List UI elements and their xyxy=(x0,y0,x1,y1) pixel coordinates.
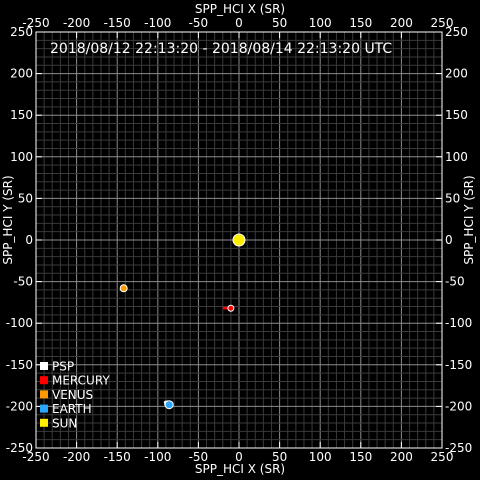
y-tick-label-left: -150 xyxy=(6,358,33,372)
x-tick-label-bottom: 250 xyxy=(431,450,454,464)
earth-marker xyxy=(165,401,173,409)
y-tick-label-right: -200 xyxy=(445,399,472,413)
y-tick-label-left: -100 xyxy=(6,316,33,330)
y-tick-label-left: 50 xyxy=(18,191,33,205)
x-tick-label-top: -100 xyxy=(144,16,171,30)
x-axis-label-top: SPP_HCI X (SR) xyxy=(195,2,285,16)
x-tick-label-bottom: 200 xyxy=(390,450,413,464)
y-tick-label-right: -50 xyxy=(445,275,465,289)
venus-marker xyxy=(120,285,127,292)
y-tick-label-left: 100 xyxy=(10,150,33,164)
x-tick-label-top: 50 xyxy=(272,16,287,30)
legend-swatch-sun xyxy=(40,419,48,427)
legend-label-psp: PSP xyxy=(52,360,74,374)
y-tick-label-left: 0 xyxy=(25,233,33,247)
y-tick-label-right: 200 xyxy=(445,67,468,81)
x-tick-label-bottom: 100 xyxy=(309,450,332,464)
x-tick-label-top: -150 xyxy=(104,16,131,30)
chart-title: 2018/08/12 22:13:20 - 2018/08/14 22:13:2… xyxy=(50,41,392,57)
x-tick-label-top: 150 xyxy=(349,16,372,30)
legend-swatch-earth xyxy=(40,405,48,413)
legend-label-mercury: MERCURY xyxy=(52,374,110,388)
mercury-marker xyxy=(228,305,234,311)
x-tick-label-bottom: 150 xyxy=(349,450,372,464)
y-tick-label-left: -250 xyxy=(6,441,33,455)
legend-swatch-psp xyxy=(40,362,48,370)
y-tick-label-left: 250 xyxy=(10,25,33,39)
y-tick-label-right: 150 xyxy=(445,108,468,122)
y-tick-label-left: -50 xyxy=(13,275,33,289)
y-tick-label-right: -150 xyxy=(445,358,472,372)
x-tick-label-bottom: -200 xyxy=(63,450,90,464)
x-tick-label-top: 0 xyxy=(235,16,243,30)
y-tick-label-right: -100 xyxy=(445,316,472,330)
legend-label-sun: SUN xyxy=(52,416,77,430)
legend-swatch-mercury xyxy=(40,376,48,384)
x-tick-label-top: 100 xyxy=(309,16,332,30)
x-tick-label-top: -200 xyxy=(63,16,90,30)
y-tick-label-right: 250 xyxy=(445,25,468,39)
sun-marker xyxy=(233,234,245,246)
legend-label-earth: EARTH xyxy=(52,402,92,416)
x-tick-label-bottom: -150 xyxy=(104,450,131,464)
y-tick-label-left: 200 xyxy=(10,67,33,81)
y-axis-label-right: SPP_HCI Y (SR) xyxy=(462,175,476,264)
y-tick-label-left: 150 xyxy=(10,108,33,122)
x-axis-label-bottom: SPP_HCI X (SR) xyxy=(195,462,285,476)
y-tick-label-left: -200 xyxy=(6,399,33,413)
y-tick-label-right: 100 xyxy=(445,150,468,164)
y-tick-label-right: 50 xyxy=(445,191,460,205)
x-tick-label-bottom: -100 xyxy=(144,450,171,464)
y-tick-label-right: 0 xyxy=(445,233,453,247)
legend-swatch-venus xyxy=(40,390,48,398)
x-tick-label-top: 200 xyxy=(390,16,413,30)
y-axis-label-left: SPP_HCI Y (SR) xyxy=(1,175,15,264)
legend-label-venus: VENUS xyxy=(52,388,93,402)
x-tick-label-top: -50 xyxy=(189,16,209,30)
